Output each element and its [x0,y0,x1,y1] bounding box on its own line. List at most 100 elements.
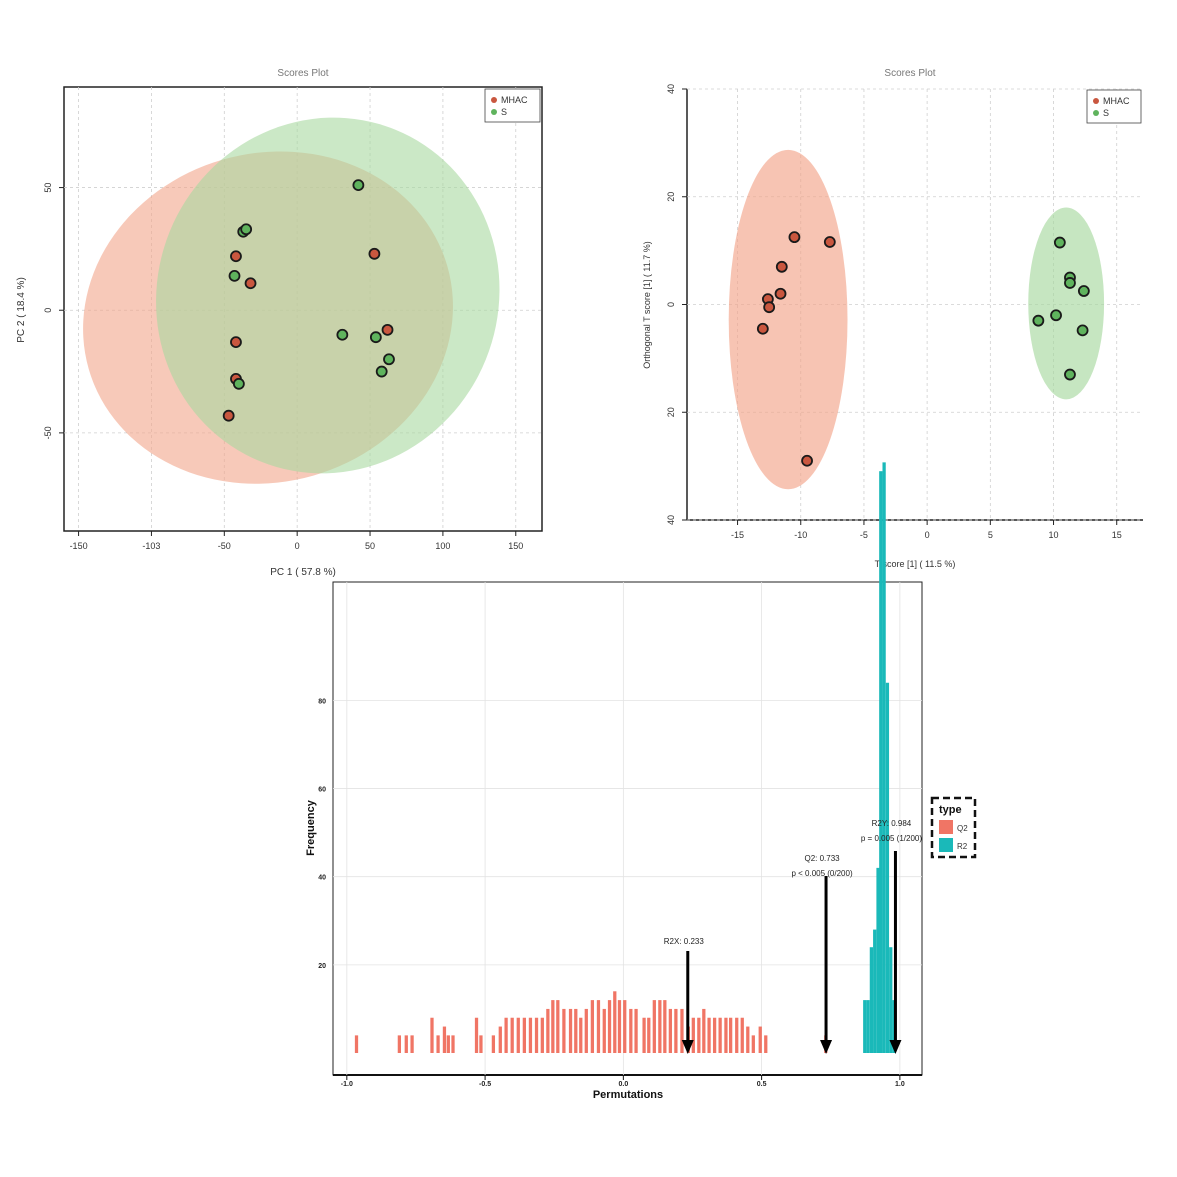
opls-ellipse-mhac [728,149,848,490]
perm-bar-q2 [446,1035,450,1053]
perm-bar-q2 [642,1017,646,1053]
perm-bar-q2 [442,1026,447,1053]
pca-x-tick-label: -103 [142,541,160,551]
perm-bar-q2 [712,1017,717,1053]
pca-point-mhac [244,277,257,290]
perm-bar-q2 [579,1017,583,1053]
opls-x-ticks: -15 -10 -5 0 5 10 15 [731,520,1122,540]
perm-bar-q2 [546,1008,550,1053]
perm-bar-q2 [491,1035,496,1053]
perm-y-tick-label: 20 [318,963,326,970]
perm-annotation-label: Q2: 0.733 [804,854,840,863]
pca-legend-box [484,88,541,123]
perm-bar-r2 [885,682,890,1053]
pca-x-tick-label: -150 [70,541,88,551]
perm-bar-q2 [668,1008,672,1053]
perm-bar-q2 [568,1008,573,1053]
pca-point-s [336,328,349,341]
opls-point-mhac [823,236,836,248]
pca-x-tick-label: -50 [218,541,231,551]
opls-x-tick-label: -5 [860,530,868,540]
perm-bar-q2 [658,1000,662,1053]
opls-point-s [1064,368,1076,381]
pca-y-tick-label: -50 [43,426,53,439]
perm-bar-q2 [498,1026,502,1053]
perm-bar-q2 [751,1035,755,1053]
perm-bar-q2 [528,1017,533,1053]
opls-x-tick-label: 0 [925,530,930,540]
perm-legend-r2-swatch [939,838,953,852]
perm-bar-q2 [574,1008,578,1053]
permutation-panel: R2X: 0.233 Q2: 0.733 p < 0.005 (0/200) R2Y:… [305,462,977,1101]
perm-bar-q2 [617,1000,622,1053]
pca-x-tick-label: 0 [295,541,300,551]
perm-arrow-head [681,1040,694,1054]
pca-legend-mhac-marker [491,97,497,103]
pca-point-s [369,331,382,344]
perm-arrow-head [820,1040,833,1054]
perm-x-tick-label: 1.0 [895,1081,905,1088]
perm-bar-q2 [522,1017,526,1053]
perm-legend-title: type [939,804,962,816]
opls-point-s [1053,236,1066,249]
pca-title: Scores Plot [277,68,328,79]
pca-legend: MHAC S [484,88,541,123]
pca-point-s [375,365,388,378]
perm-y-axis-label: Frequency [305,799,317,856]
pca-point-mhac [368,247,381,260]
perm-annotations: R2X: 0.233 Q2: 0.733 p < 0.005 (0/200) R2Y:… [664,819,922,1054]
perm-bar-q2 [436,1035,440,1053]
perm-annotation-label: R2Y: 0.984 [872,819,912,828]
opls-y-tick-label: 20 [666,192,676,202]
pca-y-tick-label: 0 [43,308,53,313]
perm-bar-q2 [729,1017,733,1053]
perm-bar-q2 [674,1008,678,1053]
opls-point-s [1032,314,1045,327]
pca-x-tick-label: 50 [365,541,375,551]
opls-point-s [1077,285,1090,297]
opls-point-s [1076,324,1089,337]
perm-bar-q2 [534,1017,539,1053]
pca-point-s [232,377,245,390]
perm-annotation-label: R2X: 0.233 [664,937,705,946]
pca-point-mhac [222,409,235,422]
perm-bar-q2 [702,1008,706,1053]
pca-legend-mhac-label: MHAC [501,95,528,105]
perm-bar-q2 [758,1026,762,1053]
pca-x-axis-label: PC 1 ( 57.8 %) [270,567,336,578]
perm-bar-q2 [697,1017,701,1053]
perm-bar-q2 [707,1017,711,1053]
opls-y-axis-label: Orthogonal T score [1] ( 11.7 %) [642,241,652,369]
perm-bar-q2 [540,1017,544,1053]
pca-x-ticks: -150 -103 -50 0 50 100 150 [70,531,523,551]
opls-points [756,231,1090,467]
perm-bar-q2 [629,1008,633,1053]
opls-legend: MHAC S [1086,89,1142,124]
perm-bar-q2 [691,1017,695,1053]
opls-point-mhac [788,231,801,244]
opls-point-mhac [763,301,776,314]
opls-legend-s-marker [1093,110,1099,116]
pca-y-ticks: -50 0 50 [43,183,64,439]
perm-y-ticks: 20 40 60 80 [318,698,326,969]
pca-y-tick-label: 50 [43,183,53,193]
opls-legend-mhac-label: MHAC [1103,96,1130,106]
perm-bar-r2 [869,947,874,1053]
opls-x-tick-label: -10 [794,530,807,540]
perm-bar-q2 [652,1000,656,1053]
perm-bar-r2 [882,462,886,1053]
pca-point-s [352,179,365,192]
pca-points [222,179,395,422]
perm-bar-q2 [404,1035,408,1053]
perm-bar-q2 [551,1000,555,1053]
perm-bar-q2 [746,1026,750,1053]
opls-title: Scores Plot [884,68,935,79]
perm-legend-box [930,796,977,859]
perm-bar-q2 [613,991,617,1053]
opls-point-mhac [775,260,788,273]
opls-x-tick-label: 10 [1049,530,1059,540]
perm-y-tick-label: 40 [318,875,326,882]
perm-bar-r2 [863,1000,867,1053]
perm-annotation-label: p < 0.005 (0/200) [791,869,852,878]
opls-x-tick-label: 15 [1112,530,1122,540]
